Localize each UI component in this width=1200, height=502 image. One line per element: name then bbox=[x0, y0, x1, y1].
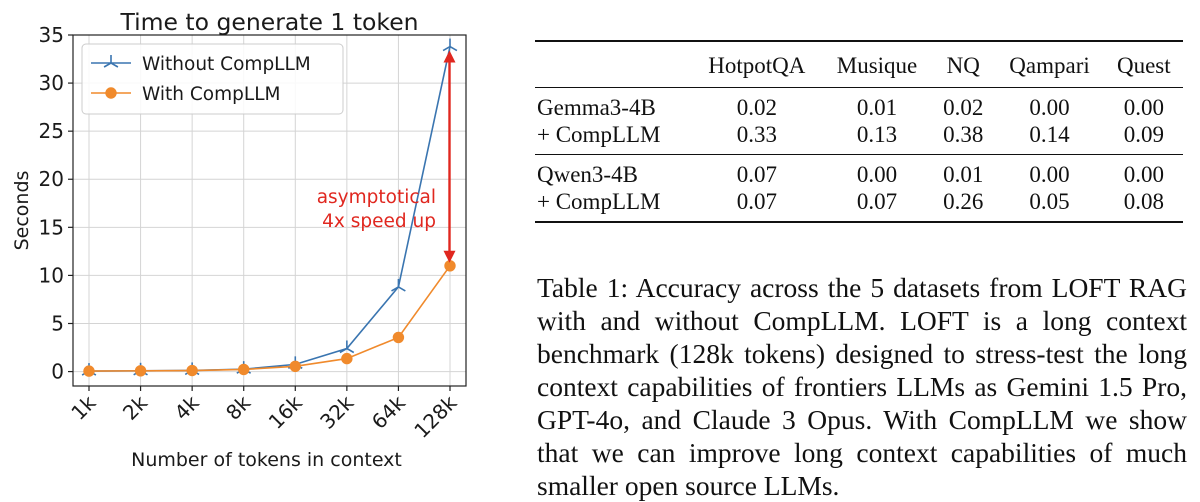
marker-arm bbox=[346, 347, 355, 354]
plot-frame bbox=[72, 34, 467, 387]
annotation-text: asymptotical bbox=[317, 187, 436, 208]
table-cell: 0.00 bbox=[856, 162, 898, 187]
table-cell: 0.00 bbox=[1029, 95, 1070, 120]
table-cell: 0.08 bbox=[1123, 189, 1164, 214]
legend-label: Without CompLLM bbox=[142, 54, 311, 75]
x-tick-label: 2k bbox=[118, 390, 152, 424]
series-line bbox=[88, 265, 451, 372]
marker-arm bbox=[103, 62, 112, 68]
data-point bbox=[105, 87, 117, 99]
grid bbox=[73, 34, 466, 386]
latency-chart-svg: 0 5 10 15 20 25 30 35 1k 2k 4k 8k 16k 32k 64k 128k Time … bbox=[11, 8, 467, 471]
table-cell: 0.07 bbox=[736, 162, 777, 187]
data-point bbox=[238, 363, 250, 376]
marker-arm bbox=[339, 347, 348, 354]
table-cell: 0.01 bbox=[856, 95, 898, 120]
table-caption: Table 1: Accuracy across the 5 datasets … bbox=[537, 271, 1187, 501]
data-point bbox=[341, 352, 353, 365]
marker-arm bbox=[442, 45, 451, 52]
table-row: Qwen3-4B 0.07 0.00 0.01 0.00 0.00 bbox=[535, 154, 1183, 189]
table-cell: 0.13 bbox=[856, 122, 898, 147]
data-point bbox=[444, 260, 456, 272]
table-cell: 0.00 bbox=[1123, 95, 1164, 120]
arrow-head-top bbox=[443, 50, 456, 63]
table-row-label: Qwen3-4B bbox=[537, 162, 638, 187]
table-header-cell: NQ bbox=[946, 53, 980, 78]
table-header-cell: Musique bbox=[836, 53, 918, 78]
speedup-arrow bbox=[443, 50, 456, 263]
y-tick-label: 30 bbox=[39, 71, 64, 95]
table-header-cell: HotpotQA bbox=[708, 53, 806, 78]
marker-arm bbox=[449, 45, 458, 52]
data-point bbox=[289, 360, 301, 372]
table-cell: 0.00 bbox=[1123, 162, 1164, 187]
table-cell: 0.07 bbox=[736, 189, 777, 214]
y-tick-label: 15 bbox=[39, 215, 64, 239]
x-tick-label: 4k bbox=[170, 390, 204, 424]
table-row: Gemma3-4B 0.02 0.01 0.02 0.00 0.00 bbox=[535, 88, 1183, 122]
table-cell: 0.09 bbox=[1123, 122, 1164, 147]
table-row-label: + CompLLM bbox=[537, 189, 661, 214]
table-row-label: + CompLLM bbox=[537, 122, 661, 147]
table-cell: 0.05 bbox=[1029, 189, 1070, 214]
data-point bbox=[442, 38, 458, 52]
table-header-row: HotpotQA Musique NQ Qampari Quest bbox=[535, 41, 1183, 88]
x-axis-label: Number of tokens in context bbox=[131, 449, 402, 471]
table-cell: 0.07 bbox=[856, 189, 898, 214]
x-tick-label: 64k bbox=[367, 390, 410, 433]
y-tick-label: 10 bbox=[39, 263, 64, 287]
table-row-label: Gemma3-4B bbox=[537, 95, 656, 120]
table-cell: 0.02 bbox=[736, 95, 777, 120]
data-point bbox=[391, 278, 406, 292]
data-point bbox=[339, 340, 355, 354]
y-tick-label: 0 bbox=[51, 360, 64, 384]
legend: Without CompLLM With CompLLM bbox=[81, 43, 344, 115]
table-row: + CompLLM 0.33 0.13 0.38 0.14 0.09 bbox=[535, 121, 1183, 155]
series-with-compllm bbox=[83, 260, 456, 377]
results-table-container: HotpotQA Musique NQ Qampari Quest Gemma3-4B 0… bbox=[535, 40, 1185, 223]
data-point bbox=[392, 331, 405, 344]
chart-title: Time to generate 1 token bbox=[119, 8, 418, 36]
table-header-cell: Qampari bbox=[1009, 53, 1090, 78]
table-cell: 0.01 bbox=[943, 162, 984, 187]
table-cell: 0.00 bbox=[1029, 162, 1070, 187]
marker-arm bbox=[391, 286, 399, 292]
table-cell: 0.14 bbox=[1029, 122, 1070, 147]
x-tick-label: 128k bbox=[409, 390, 461, 442]
y-axis-label: Seconds bbox=[11, 171, 33, 251]
table-cell: 0.33 bbox=[736, 122, 777, 147]
legend-entry: With CompLLM bbox=[91, 84, 280, 105]
x-tick-label: 16k bbox=[264, 390, 307, 433]
data-point bbox=[134, 365, 147, 377]
y-tick-label: 5 bbox=[51, 311, 64, 335]
data-point bbox=[186, 364, 198, 377]
marker-arm bbox=[110, 62, 119, 68]
table-cell: 0.26 bbox=[943, 189, 984, 214]
x-tick-label: 1k bbox=[66, 390, 100, 424]
table-body: Gemma3-4B 0.02 0.01 0.02 0.00 0.00 + CompLLM 0.… bbox=[535, 88, 1183, 222]
annotation-text: 4x speed up bbox=[322, 211, 436, 232]
table-header-cell: Quest bbox=[1116, 53, 1171, 78]
y-tick-label: 20 bbox=[39, 167, 64, 191]
table-header-corner bbox=[535, 41, 692, 88]
table-cell: 0.02 bbox=[943, 95, 984, 120]
legend-label: With CompLLM bbox=[142, 84, 280, 105]
data-point bbox=[83, 365, 95, 377]
table-row: + CompLLM 0.07 0.07 0.26 0.05 0.08 bbox=[535, 188, 1183, 222]
data-point bbox=[103, 55, 119, 68]
arrow-head-bottom bbox=[443, 250, 456, 263]
marker-arm bbox=[398, 286, 406, 292]
table-cell: 0.38 bbox=[943, 122, 984, 147]
y-tick-label: 25 bbox=[39, 119, 64, 143]
y-tick-label: 35 bbox=[39, 23, 64, 47]
latency-chart: 0 5 10 15 20 25 30 35 1k 2k 4k 8k 16k 32k 64k 128k Time … bbox=[0, 0, 480, 484]
legend-entry: Without CompLLM bbox=[91, 54, 311, 75]
x-tick-label: 8k bbox=[221, 390, 255, 424]
x-tick-label: 32k bbox=[315, 390, 358, 433]
legend-box bbox=[81, 43, 344, 115]
results-table: HotpotQA Musique NQ Qampari Quest Gemma3-4B 0… bbox=[535, 40, 1183, 223]
